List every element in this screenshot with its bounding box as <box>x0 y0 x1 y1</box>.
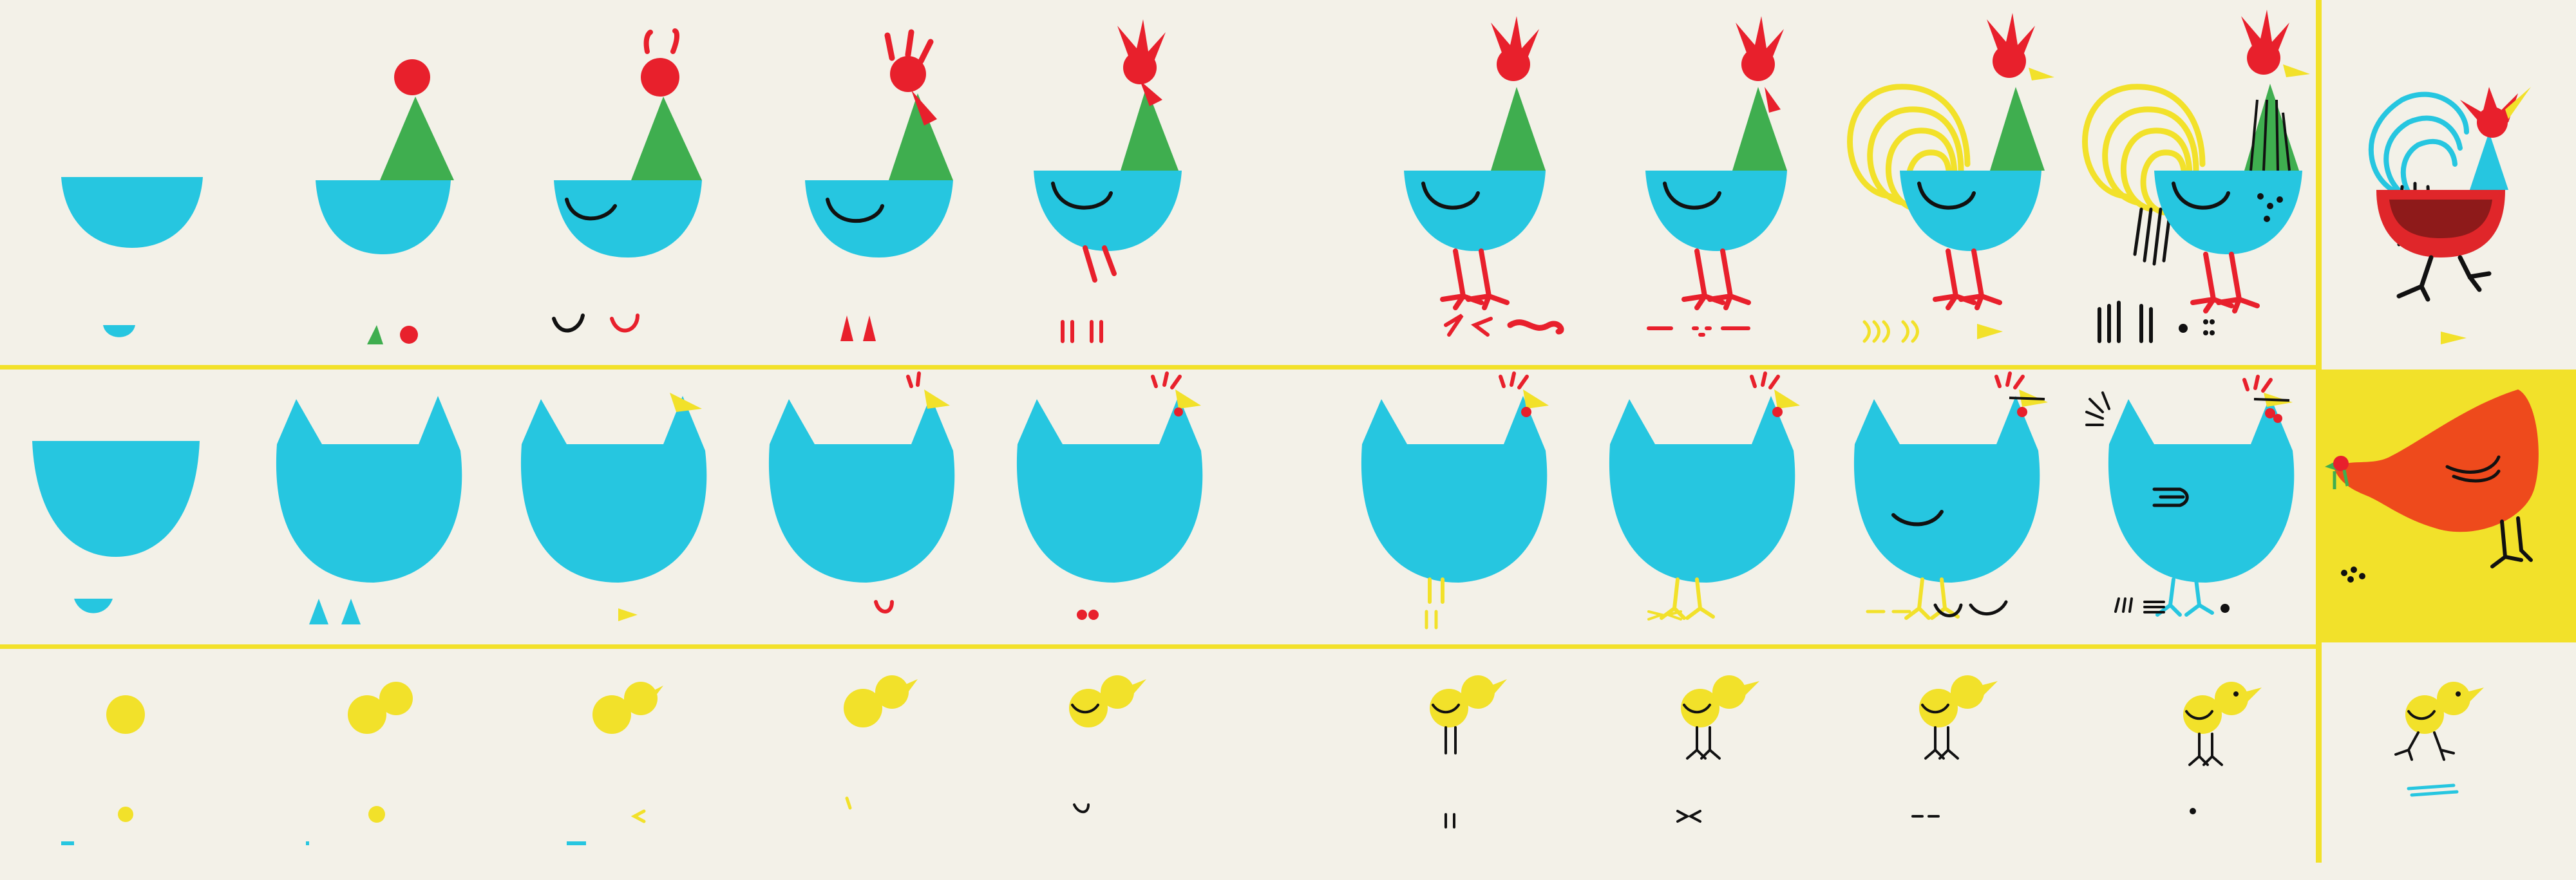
hen-step-8 <box>1853 371 2048 620</box>
hen-step-2 <box>276 396 462 624</box>
chick-step-2 <box>306 682 413 845</box>
rooster-step-2 <box>316 59 454 344</box>
rooster-step-6 <box>1404 16 1564 337</box>
rooster-step-3 <box>552 28 702 333</box>
rooster-step-5 <box>1034 19 1182 343</box>
rooster-step-7 <box>1645 16 1787 337</box>
hen-step-5 <box>1016 371 1203 620</box>
column-divider <box>2316 0 2322 863</box>
rooster-final <box>2368 87 2531 344</box>
rooster-step-8 <box>1850 13 2054 343</box>
hen-step-3 <box>520 393 707 621</box>
chick-step-9 <box>2183 682 2262 814</box>
hen-row <box>32 370 2576 642</box>
chick-row <box>61 675 2484 845</box>
rooster-step-1 <box>61 177 203 337</box>
hen-step-4 <box>768 371 955 613</box>
chick-step-3 <box>567 682 663 845</box>
chick-final <box>2394 682 2484 797</box>
hen-final <box>2321 370 2576 642</box>
chick-step-7 <box>1676 675 1759 823</box>
hen-step-6 <box>1361 371 1549 630</box>
chick-step-8 <box>1911 675 1998 818</box>
chick-step-4 <box>844 675 918 810</box>
row-divider-2 <box>0 644 2318 649</box>
chick-step-5 <box>1069 675 1146 814</box>
rooster-step-4 <box>805 29 953 341</box>
hen-step-1 <box>32 441 200 613</box>
rooster-row <box>61 10 2531 344</box>
rooster-step-9 <box>2085 10 2310 343</box>
chick-step-1 <box>61 695 145 845</box>
hen-step-9 <box>2085 375 2295 617</box>
row-divider-1 <box>0 365 2318 370</box>
chick-step-6 <box>1430 675 1507 829</box>
hen-step-7 <box>1609 371 1800 621</box>
